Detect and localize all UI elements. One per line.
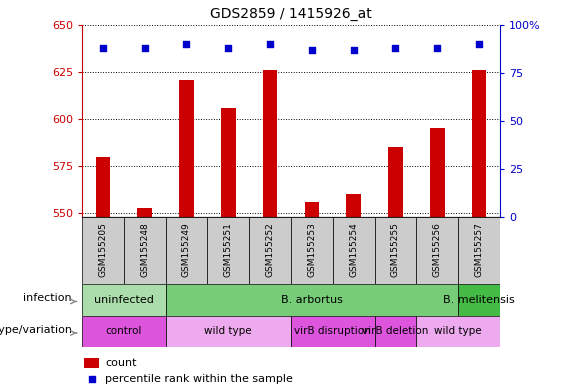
Bar xyxy=(305,202,319,217)
Point xyxy=(349,47,358,53)
Text: GSM155248: GSM155248 xyxy=(140,222,149,277)
Bar xyxy=(416,217,458,284)
Point xyxy=(266,41,275,47)
Text: wild type: wild type xyxy=(205,326,252,336)
Bar xyxy=(82,284,166,316)
Point xyxy=(391,45,400,51)
Bar xyxy=(137,207,152,217)
Bar xyxy=(472,70,486,217)
Bar xyxy=(82,217,124,284)
Bar xyxy=(179,79,194,217)
Point xyxy=(140,45,149,51)
Bar xyxy=(249,217,291,284)
Bar xyxy=(291,316,375,347)
Text: B. arbortus: B. arbortus xyxy=(281,295,343,305)
Bar xyxy=(458,217,500,284)
Bar xyxy=(95,157,110,217)
Point xyxy=(87,376,96,382)
Text: infection: infection xyxy=(24,293,72,303)
Bar xyxy=(166,284,458,316)
Bar xyxy=(124,217,166,284)
Text: control: control xyxy=(106,326,142,336)
Text: GSM155205: GSM155205 xyxy=(98,222,107,277)
Bar xyxy=(333,217,375,284)
Text: wild type: wild type xyxy=(434,326,482,336)
Point xyxy=(433,45,442,51)
Bar xyxy=(82,316,166,347)
Text: virB disruption: virB disruption xyxy=(294,326,371,336)
Point xyxy=(224,45,233,51)
Text: count: count xyxy=(105,358,136,368)
Bar xyxy=(291,217,333,284)
Text: GSM155252: GSM155252 xyxy=(266,222,275,277)
Title: GDS2859 / 1415926_at: GDS2859 / 1415926_at xyxy=(210,7,372,21)
Text: GSM155253: GSM155253 xyxy=(307,222,316,277)
Bar xyxy=(221,108,236,217)
Bar xyxy=(84,358,99,368)
Bar xyxy=(166,316,291,347)
Text: uninfected: uninfected xyxy=(94,295,154,305)
Bar xyxy=(346,194,361,217)
Point xyxy=(98,45,107,51)
Text: GSM155254: GSM155254 xyxy=(349,222,358,277)
Bar xyxy=(388,147,403,217)
Text: genotype/variation: genotype/variation xyxy=(0,325,72,335)
Point xyxy=(475,41,484,47)
Point xyxy=(307,47,316,53)
Bar xyxy=(416,316,500,347)
Bar xyxy=(375,217,416,284)
Text: GSM155257: GSM155257 xyxy=(475,222,484,277)
Bar xyxy=(430,129,445,217)
Bar xyxy=(207,217,249,284)
Text: B. melitensis: B. melitensis xyxy=(444,295,515,305)
Bar xyxy=(263,70,277,217)
Text: GSM155256: GSM155256 xyxy=(433,222,442,277)
Text: GSM155249: GSM155249 xyxy=(182,222,191,277)
Text: percentile rank within the sample: percentile rank within the sample xyxy=(105,374,293,384)
Point xyxy=(182,41,191,47)
Text: GSM155255: GSM155255 xyxy=(391,222,400,277)
Bar xyxy=(458,284,500,316)
Text: virB deletion: virB deletion xyxy=(362,326,429,336)
Bar xyxy=(166,217,207,284)
Text: GSM155251: GSM155251 xyxy=(224,222,233,277)
Bar xyxy=(375,316,416,347)
